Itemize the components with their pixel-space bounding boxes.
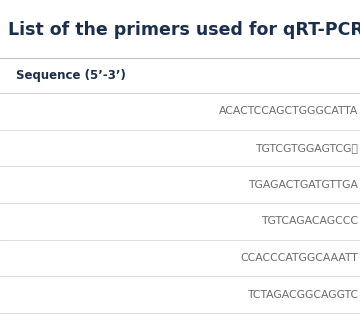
Text: TGTCAGACAGCCC: TGTCAGACAGCCC — [261, 216, 358, 226]
Text: TGTCGTGGAGTCG : TGTCGTGGAGTCG  — [255, 143, 358, 153]
Text: TGAGACTGATGTTGA: TGAGACTGATGTTGA — [248, 180, 358, 190]
Text: List of the primers used for qRT-PCR.: List of the primers used for qRT-PCR. — [8, 21, 360, 39]
Text: ACACTCCAGCTGGGCATTA: ACACTCCAGCTGGGCATTA — [219, 106, 358, 116]
Text: TCTAGACGGCAGGTC: TCTAGACGGCAGGTC — [247, 290, 358, 300]
Text: CCACCCATGGCAAATT: CCACCCATGGCAAATT — [240, 253, 358, 263]
Text: Sequence (5’-3’): Sequence (5’-3’) — [16, 69, 126, 82]
